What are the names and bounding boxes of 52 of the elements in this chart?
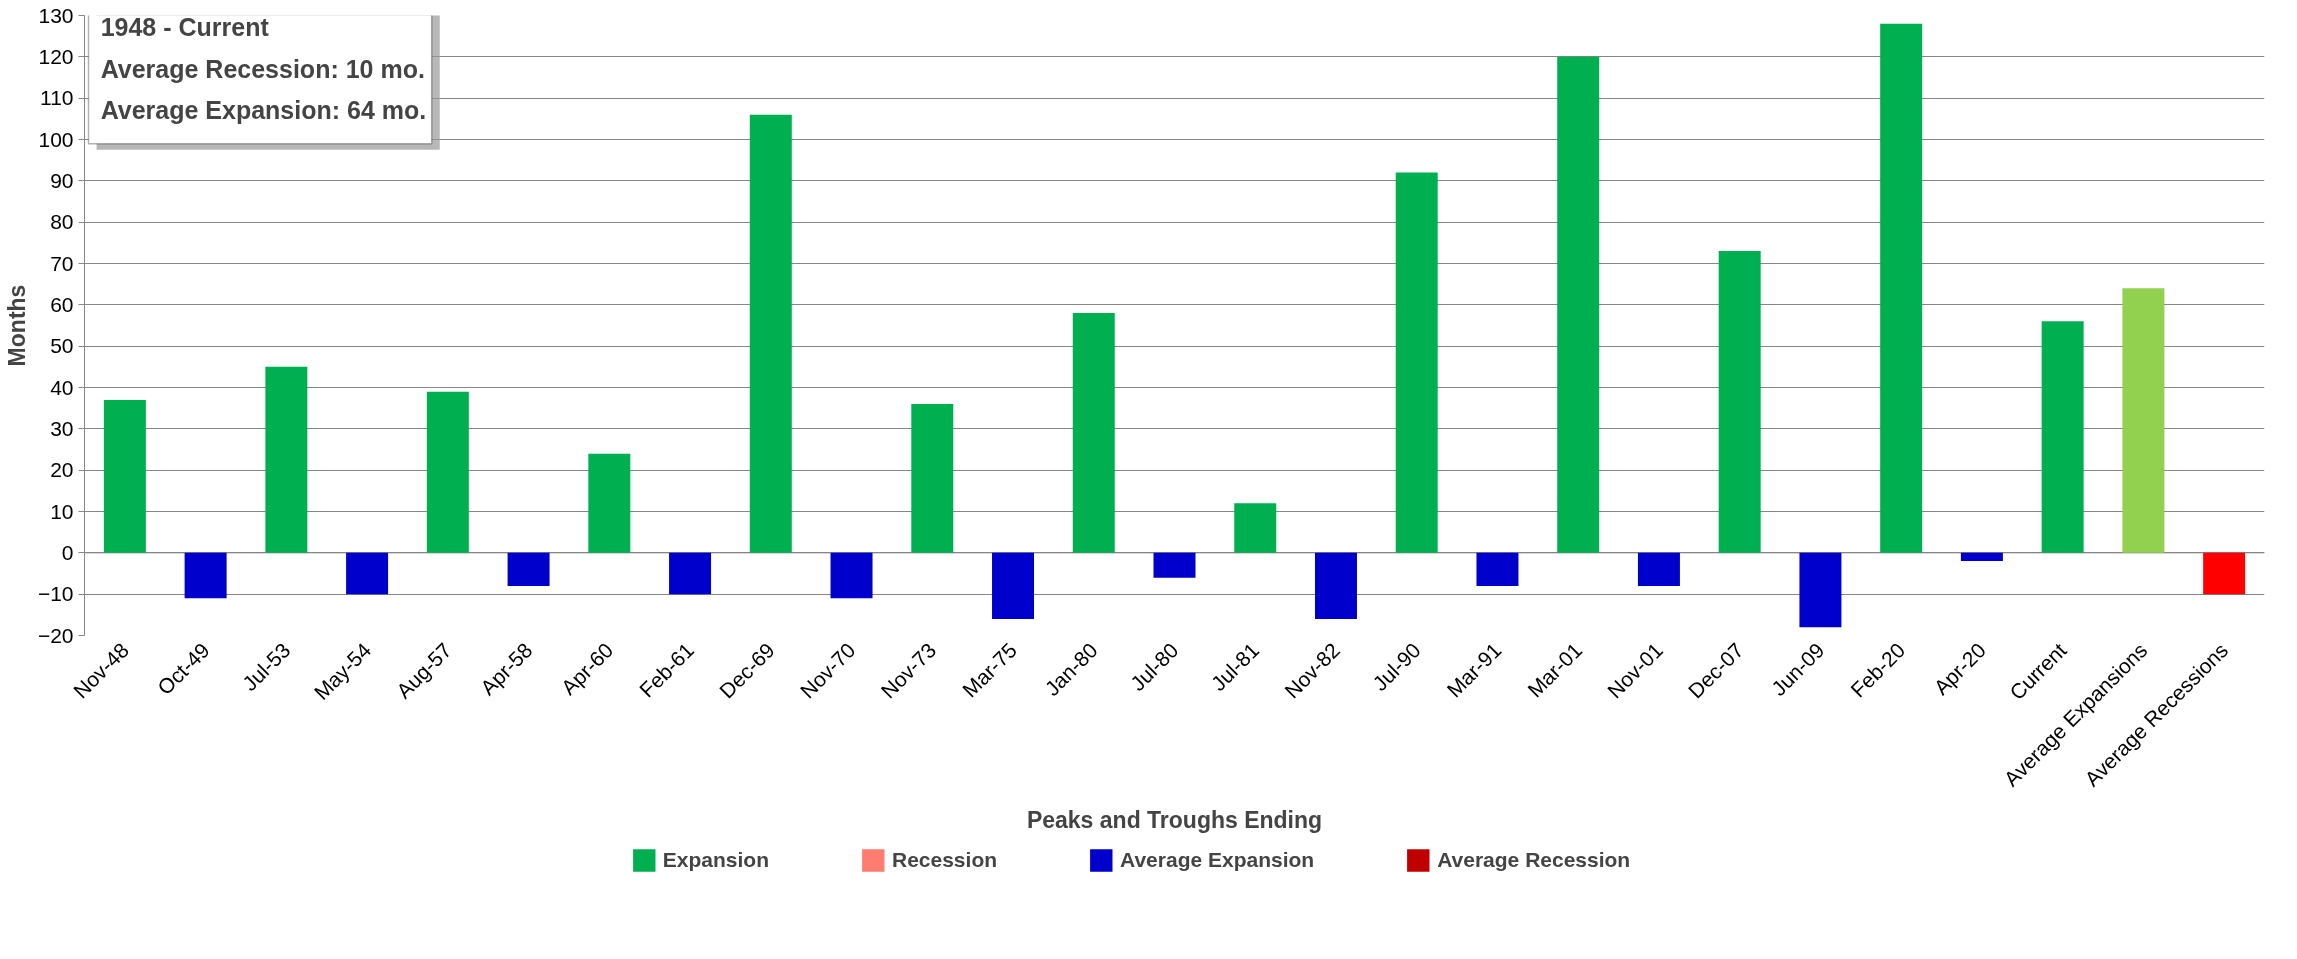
bar — [1314, 552, 1357, 619]
annotation: 1948 - Current — [100, 13, 270, 42]
y-tick-label: 70 — [50, 251, 74, 275]
bar — [2122, 288, 2165, 553]
bar — [184, 552, 227, 599]
bar — [830, 552, 873, 599]
y-tick-label: 100 — [38, 127, 74, 151]
bar — [1880, 23, 1923, 553]
bar — [1234, 503, 1277, 553]
bar — [1557, 56, 1600, 553]
annotation: Average Recession: 10 mo. — [100, 54, 425, 83]
x-axis-title: Peaks and Troughs Ending — [1026, 806, 1323, 833]
legend-label: Recession — [891, 848, 998, 872]
bar — [1799, 552, 1842, 628]
y-tick-label: 10 — [50, 499, 74, 523]
bar — [1072, 313, 1115, 553]
bar — [911, 404, 954, 553]
bar — [103, 399, 146, 553]
y-tick-label: −20 — [37, 623, 74, 647]
bar — [507, 552, 550, 586]
legend-label: Average Expansion — [1120, 848, 1315, 872]
y-tick-label: 20 — [50, 458, 74, 482]
bar — [1960, 552, 2003, 562]
y-tick-label: 80 — [50, 210, 74, 234]
y-tick-label: 50 — [50, 334, 74, 358]
y-tick-label: 120 — [38, 44, 74, 68]
bar — [1395, 172, 1438, 553]
bar — [2203, 552, 2246, 595]
bar — [2041, 321, 2084, 553]
bar — [346, 552, 389, 595]
y-tick-label: 40 — [50, 375, 74, 399]
bar — [588, 453, 631, 553]
bar — [749, 114, 792, 553]
legend-label: Average Recession — [1437, 848, 1631, 872]
legend-label: Expansion — [662, 848, 769, 872]
bar — [1476, 552, 1519, 586]
y-tick-label: 60 — [50, 292, 74, 316]
y-tick-label: 30 — [50, 416, 74, 440]
bar — [992, 552, 1035, 619]
bar — [1718, 251, 1761, 553]
bar — [1153, 552, 1196, 578]
y-tick-label: 90 — [50, 168, 74, 192]
annotation: Average Expansion: 64 mo. — [100, 96, 427, 125]
y-tick-label: 0 — [61, 540, 74, 564]
y-tick-label: −10 — [37, 582, 74, 606]
y-tick-label: 130 — [38, 3, 74, 27]
bar — [1637, 552, 1680, 586]
bar — [426, 391, 469, 553]
y-axis-title: Months — [3, 284, 30, 367]
bar — [265, 366, 308, 553]
bar — [669, 552, 712, 595]
y-tick-label: 110 — [40, 86, 74, 110]
